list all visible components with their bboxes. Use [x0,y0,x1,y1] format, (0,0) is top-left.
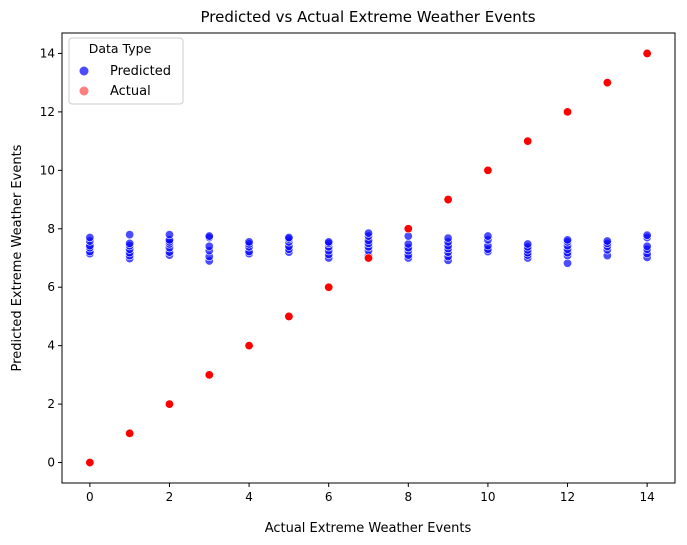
y-tick-label: 10 [40,163,55,177]
predicted-point [125,238,135,248]
legend-label-actual: Actual [110,84,151,99]
predicted-point [85,233,95,243]
y-tick-label: 6 [47,280,55,294]
actual-point [403,224,413,234]
predicted-point [324,237,334,247]
actual-point [204,370,214,380]
predicted-point [642,230,652,240]
legend-title: Data Type [89,41,152,56]
predicted-point [204,241,214,251]
legend-marker-predicted [79,66,89,76]
actual-point [483,165,493,175]
x-tick-label: 14 [639,490,654,504]
actual-point [363,253,373,263]
predicted-point [602,236,612,246]
predicted-point [563,258,573,268]
y-axis-label: Predicted Extreme Weather Events [10,144,25,371]
x-tick-label: 6 [325,490,333,504]
actual-point [125,428,135,438]
predicted-point [164,230,174,240]
x-axis-label: Actual Extreme Weather Events [265,521,472,536]
x-tick-label: 4 [245,490,253,504]
actual-point [324,282,334,292]
actual-point [642,48,652,58]
plot-area-frame [61,32,676,484]
x-tick-label: 12 [560,490,575,504]
legend: Data Type Predicted Actual [68,37,184,105]
legend-box [68,37,184,105]
y-tick-label: 12 [40,105,55,119]
x-tick-label: 10 [480,490,495,504]
predicted-point [642,241,652,251]
actual-point [164,399,174,409]
predicted-point [443,233,453,243]
y-tick-label: 8 [47,222,55,236]
predicted-point [403,239,413,249]
predicted-point [244,237,254,247]
x-tick-label: 8 [404,490,412,504]
actual-point [244,341,254,351]
predicted-point [363,228,373,238]
legend-label-predicted: Predicted [110,64,171,79]
y-tick-label: 0 [47,456,55,470]
predicted-point [204,231,214,241]
actual-point [284,311,294,321]
predicted-point [563,235,573,245]
actual-point [523,136,533,146]
y-tick-label: 14 [40,46,55,60]
y-tick-label: 2 [47,397,55,411]
x-tick-label: 2 [166,490,174,504]
predicted-point [125,230,135,240]
legend-marker-actual [79,86,89,96]
actual-point [85,458,95,468]
predicted-point [483,231,493,241]
y-tick-label: 4 [47,339,55,353]
x-tick-label: 0 [86,490,94,504]
predicted-point [523,239,533,249]
predicted-point [284,233,294,243]
actual-point [443,195,453,205]
chart-title: Predicted vs Actual Extreme Weather Even… [200,8,535,26]
actual-point [602,78,612,88]
actual-point [563,107,573,117]
